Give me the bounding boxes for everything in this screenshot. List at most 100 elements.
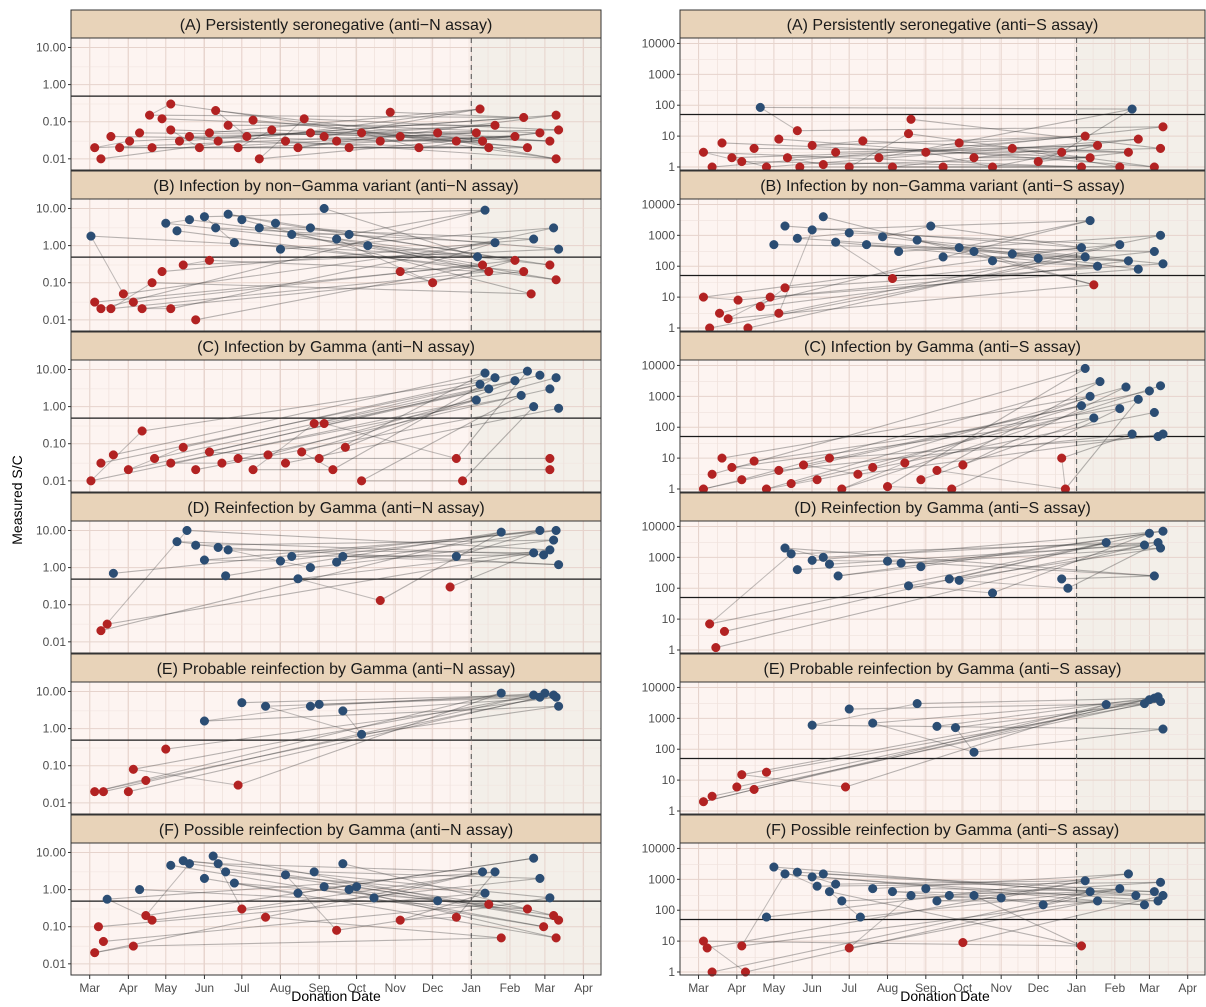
panel-5-trajectory-line <box>113 372 486 456</box>
panel-1: (A) Persistently seronegative (anti−N as… <box>36 9 602 171</box>
panel-12-x-tick-label: Nov <box>991 981 1012 995</box>
panel-10-trajectory-line <box>936 696 1159 727</box>
panel-6-trajectory-line <box>857 433 1164 475</box>
panel-4-data-point <box>1155 230 1166 240</box>
panel-2-trajectory-line <box>878 108 1133 159</box>
panel-3-trajectory-line <box>152 282 532 295</box>
panel-1-border <box>70 37 602 171</box>
panel-11-trajectory-line <box>234 882 489 905</box>
panel-11-data-point <box>229 878 239 888</box>
panel-11-data-point <box>522 904 532 914</box>
panel-3-data-point <box>529 234 539 244</box>
panel-1-data-point <box>174 136 185 146</box>
panel-11-x-tick-label: Mar <box>535 981 556 995</box>
panel-8-trajectory-line <box>959 579 1068 589</box>
panel-4-data-point <box>1080 252 1090 262</box>
panel-8-data-point <box>719 626 730 636</box>
panel-10-trajectory-line <box>973 728 1164 753</box>
panel-8-points <box>705 526 1168 653</box>
panel-12-data-point <box>1155 877 1166 887</box>
panel-10-data-point <box>969 747 979 757</box>
panel-2-trajectory-line <box>760 106 798 132</box>
panel-10-trajectory-line <box>845 703 1107 788</box>
panel-9-title: (E) Probable reinfection by Gamma (anti−… <box>157 661 516 678</box>
panel-7-y-tick-label: 1.00 <box>43 561 67 575</box>
panel-7-data-point <box>529 548 539 558</box>
panel-8-y-tick-label: 10 <box>662 612 676 626</box>
panel-3-trajectory-line <box>280 227 554 250</box>
panel-11-data-point <box>184 859 195 869</box>
panel-12-data-point <box>996 893 1006 903</box>
panel-5-data-point <box>551 373 561 383</box>
panel-6-data-point <box>749 456 759 466</box>
panel-12-data-point <box>740 967 751 977</box>
panel-1-trajectory-line <box>237 129 273 149</box>
panel-6-trajectory-line <box>1061 458 1066 490</box>
panel-2-data-point <box>737 157 747 167</box>
panel-5-data-point <box>510 376 520 386</box>
panel-11-trajectory-line <box>349 889 438 902</box>
panel-8-data-point <box>987 588 998 598</box>
panel-10-data-point <box>840 782 851 792</box>
panel-2-trajectory-line <box>910 118 1161 149</box>
panel-9-data-point <box>161 744 171 754</box>
panel-11-data-point <box>221 867 231 877</box>
panel-3-data-point <box>363 241 373 251</box>
panel-8-trajectory-line <box>715 544 1145 649</box>
panel-3-data-point <box>287 229 297 239</box>
panel-11-data-point <box>260 912 271 922</box>
panel-12-x-tick-label: Feb <box>1104 981 1125 995</box>
panel-10-data-point <box>868 718 878 728</box>
panel-6-trajectory-line <box>1061 433 1133 459</box>
panel-12-trajectory-line <box>973 894 1044 906</box>
panel-1-trajectory-line <box>456 140 557 160</box>
panel-11-strip <box>70 814 602 844</box>
panel-5-data-point <box>328 465 338 475</box>
panel-8-y-tick-label: 100 <box>655 581 675 595</box>
panel-1-data-point <box>125 136 135 146</box>
panel-4-trajectory-line <box>747 244 1120 329</box>
panel-8-data-point <box>1155 543 1166 553</box>
panel-12-x-tick-label: Apr <box>1178 981 1197 995</box>
panel-11-y-tick-label: 1.00 <box>43 883 67 897</box>
panel-4-data-point <box>765 292 775 302</box>
panel-2-trajectory-line <box>741 161 1120 168</box>
panel-3-trajectory-line <box>348 209 486 235</box>
panel-9-data-point <box>314 699 324 709</box>
panel-10-points <box>698 692 1168 807</box>
panel-8-data-point <box>833 571 843 581</box>
panel-4-trajectory-line <box>703 247 1082 298</box>
panel-6-data-point <box>707 469 717 479</box>
panel-6-trajectory-line <box>920 417 1095 481</box>
panel-12-y-tick-label: 1000 <box>648 872 675 886</box>
panel-3-y-tick-label: 1.00 <box>43 239 67 253</box>
panel-3-trajectory-line <box>400 242 496 273</box>
panel-12-data-point <box>969 890 979 901</box>
panel-3-trajectory-line <box>161 238 534 273</box>
panel-4-data-point <box>698 292 709 302</box>
panel-3-trajectory-line <box>90 235 478 258</box>
panel-3-data-point <box>510 255 520 265</box>
panel-11-trajectory-line <box>241 871 496 910</box>
panel-9-trajectory-line <box>310 692 545 707</box>
panel-12-trajectory-line <box>892 891 1136 897</box>
panel-4-trajectory-line <box>835 241 1098 267</box>
panel-7-data-point <box>551 525 561 536</box>
panel-1-points <box>90 99 564 164</box>
panel-3-trajectory-line <box>323 207 478 258</box>
panel-1-data-point <box>147 143 157 153</box>
panel-12-x-tick-label: Mar <box>1139 981 1160 995</box>
x-axis-title-right: Donation Date <box>900 988 990 1004</box>
panel-6-data-point <box>868 462 878 472</box>
panel-6-data-point <box>812 475 822 485</box>
panel-3-trajectory-line <box>400 271 433 284</box>
panel-11-trajectory-line <box>455 871 496 918</box>
panel-5-trajectory-line <box>195 406 534 471</box>
panel-6-y-tick-label: 1 <box>668 482 675 496</box>
panel-11-x-tick-label: Aug <box>270 981 291 995</box>
panel-2-trajectory-line <box>812 135 1086 146</box>
panel-11-trajectory-line <box>342 863 554 917</box>
panel-12-y-tick-label: 10 <box>662 934 676 948</box>
panel-9-trajectory-line <box>204 705 311 722</box>
panel-4-trajectory-line <box>1012 244 1120 255</box>
